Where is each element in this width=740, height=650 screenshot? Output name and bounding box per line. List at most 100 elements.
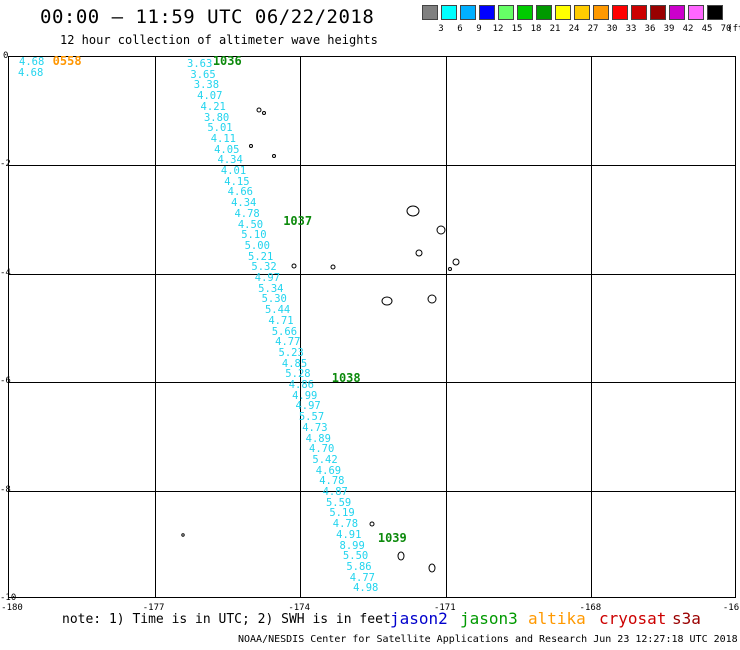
color-scale-label: 36 — [644, 24, 656, 34]
wave-height-label: 5.00 — [244, 239, 270, 252]
latitude-tick-label: -10 — [0, 593, 17, 603]
wave-height-label: 4.34 — [231, 197, 257, 210]
wave-height-label: 4.68 — [19, 56, 45, 68]
wave-height-label: 5.34 — [258, 282, 284, 295]
wave-height-label: 5.21 — [248, 250, 274, 263]
note-text: note: 1) Time is in UTC; 2) SWH is in fe… — [62, 612, 391, 627]
color-scale-label: 6 — [457, 24, 463, 34]
wave-height-label: 4.71 — [268, 314, 294, 327]
longitude-tick-label: -171 — [433, 603, 456, 613]
island-outline — [249, 144, 253, 148]
color-swatch — [574, 5, 590, 20]
pass-time-label: 1036 — [212, 53, 242, 68]
wave-height-label: 5.19 — [329, 507, 355, 520]
wave-height-label: 8.99 — [339, 539, 365, 552]
wave-height-label: 4.78 — [319, 475, 345, 488]
color-scale-label: 12 — [492, 24, 504, 34]
wave-height-label: 4.91 — [336, 528, 362, 541]
island-outline — [406, 205, 420, 217]
latitude-tick-label: -6 — [0, 376, 11, 387]
island-outline — [428, 563, 436, 573]
wave-height-label: 5.44 — [264, 304, 291, 317]
latitude-tick-label: -8 — [0, 484, 11, 495]
wave-height-label: 5.30 — [261, 293, 287, 306]
wave-height-label: 4.78 — [332, 518, 359, 531]
color-swatch — [707, 5, 723, 20]
color-swatch — [612, 5, 628, 20]
wave-height-label: 3.63 — [187, 58, 213, 70]
footer-credit: NOAA/NESDIS Center for Satellite Applica… — [238, 634, 738, 645]
wave-height-label: 5.86 — [346, 560, 372, 573]
island-outline — [452, 258, 460, 266]
wave-height-label: 4.73 — [302, 421, 328, 434]
wave-height-label: 4.89 — [305, 432, 331, 445]
longitude-tick-label: -177 — [142, 603, 165, 613]
island-outline — [369, 521, 375, 527]
color-scale-unit: (ft) — [727, 24, 740, 34]
island-outline — [291, 263, 297, 269]
longitude-tick-label: -180 — [1, 603, 23, 613]
color-swatch — [536, 5, 552, 20]
wave-height-label: 4.99 — [292, 389, 318, 402]
satellite-legend-s3a: s3a — [672, 609, 701, 628]
color-scale-label: 18 — [530, 24, 542, 34]
pass-time-label: 1039 — [377, 530, 407, 545]
color-scale-label: 15 — [511, 24, 523, 34]
latitude-tick-label: -4 — [0, 267, 11, 278]
wave-height-label: 5.57 — [298, 411, 325, 424]
wave-height-label: 4.87 — [322, 486, 348, 498]
color-scale-label: 39 — [663, 24, 675, 34]
longitude-tick-label: -174 — [288, 603, 311, 613]
wave-height-label: 4.85 — [281, 357, 308, 370]
color-scale-label: 30 — [606, 24, 618, 34]
wave-height-label: 4.86 — [288, 379, 314, 391]
wave-height-label: 5.01 — [207, 122, 233, 135]
color-swatch — [441, 5, 457, 20]
island-outline — [448, 267, 452, 271]
wave-height-label: 4.69 — [315, 464, 342, 477]
color-scale-label: 21 — [549, 24, 561, 34]
wave-height-label: 4.01 — [220, 165, 247, 177]
color-swatch — [650, 5, 666, 20]
color-scale-label: 33 — [625, 24, 637, 34]
color-scale-label: 45 — [701, 24, 713, 34]
latitude-tick-label: -2 — [0, 159, 11, 170]
color-swatch — [517, 5, 533, 20]
satellite-legend-jason2: jason2 — [390, 609, 448, 628]
island-outline — [262, 111, 266, 115]
satellite-legend-cryosat: cryosat — [599, 609, 667, 628]
wave-height-label: 4.05 — [214, 143, 240, 156]
wave-height-label: 4.66 — [227, 186, 253, 199]
island-outline — [397, 551, 405, 561]
longitude-gridline — [591, 57, 593, 597]
wave-height-label: 4.21 — [200, 100, 226, 113]
satellite-legend-altika: altika — [528, 609, 586, 628]
wave-height-label: 4.77 — [275, 336, 301, 349]
wave-height-label: 5.50 — [342, 550, 369, 563]
wave-height-label: 4.68 — [18, 67, 44, 79]
color-swatch — [688, 5, 704, 20]
color-scale-label: 70 — [720, 24, 732, 34]
color-scale-label: 24 — [568, 24, 580, 34]
longitude-gridline — [154, 57, 156, 597]
latitude-tick-label: 0 — [3, 51, 9, 61]
island-outline — [427, 294, 437, 304]
island-outline — [415, 249, 423, 257]
chart-subtitle: 12 hour collection of altimeter wave hei… — [60, 33, 378, 47]
pass-time-label: 0558 — [52, 53, 82, 68]
color-swatch — [669, 5, 685, 20]
latitude-gridline — [9, 165, 735, 167]
wave-height-label: 4.70 — [309, 443, 335, 456]
island-outline — [381, 296, 393, 306]
wave-height-label: 4.34 — [217, 154, 243, 167]
wave-height-label: 5.59 — [325, 496, 352, 509]
wave-height-label: 3.38 — [193, 79, 220, 92]
wave-height-label: 4.97 — [254, 272, 281, 284]
color-swatch — [460, 5, 476, 20]
wave-height-label: 5.10 — [241, 229, 267, 242]
longitude-tick-label: -16 — [722, 603, 740, 613]
island-outline — [330, 264, 336, 270]
wave-height-label: 4.78 — [234, 207, 260, 220]
color-scale-label: 27 — [587, 24, 599, 34]
wave-height-label: 4.50 — [237, 218, 264, 231]
